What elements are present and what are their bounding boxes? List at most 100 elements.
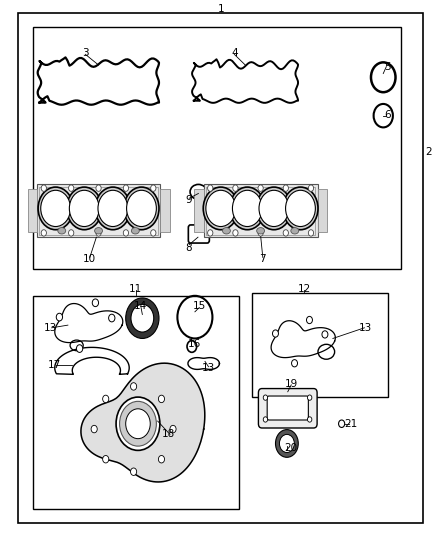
Bar <box>39 187 158 235</box>
Circle shape <box>233 185 238 191</box>
Bar <box>160 189 170 232</box>
Circle shape <box>259 190 289 227</box>
Text: 13: 13 <box>201 363 215 373</box>
Circle shape <box>203 187 238 230</box>
Circle shape <box>151 230 156 236</box>
Circle shape <box>292 360 297 367</box>
Circle shape <box>68 230 74 236</box>
Circle shape <box>102 395 109 402</box>
Bar <box>252 293 388 397</box>
Text: 1: 1 <box>218 4 225 14</box>
Circle shape <box>77 345 83 352</box>
Circle shape <box>124 185 129 191</box>
Circle shape <box>124 230 129 236</box>
Text: 10: 10 <box>83 254 96 263</box>
Circle shape <box>67 187 102 230</box>
Text: 3: 3 <box>82 49 89 58</box>
Text: 16: 16 <box>188 339 201 349</box>
Circle shape <box>283 185 288 191</box>
Ellipse shape <box>95 228 102 234</box>
Circle shape <box>126 298 159 338</box>
Circle shape <box>91 425 97 433</box>
Circle shape <box>279 434 294 453</box>
Circle shape <box>276 430 298 457</box>
Circle shape <box>263 417 268 422</box>
Circle shape <box>256 187 291 230</box>
Ellipse shape <box>257 228 265 234</box>
Circle shape <box>126 409 150 439</box>
Circle shape <box>41 185 46 191</box>
Circle shape <box>230 187 265 230</box>
Circle shape <box>307 317 312 324</box>
Ellipse shape <box>291 228 299 234</box>
Circle shape <box>206 190 236 227</box>
Circle shape <box>109 314 115 322</box>
Text: 21: 21 <box>344 419 357 429</box>
Circle shape <box>258 230 263 236</box>
FancyBboxPatch shape <box>267 396 308 420</box>
Text: 8: 8 <box>185 243 192 253</box>
Circle shape <box>307 417 312 422</box>
Circle shape <box>124 187 159 230</box>
Circle shape <box>131 468 137 475</box>
Text: 18: 18 <box>162 430 175 439</box>
Circle shape <box>69 190 99 227</box>
Ellipse shape <box>58 228 66 234</box>
Circle shape <box>272 330 279 337</box>
Circle shape <box>41 190 71 227</box>
Circle shape <box>258 185 263 191</box>
Text: 9: 9 <box>185 195 192 205</box>
Circle shape <box>159 456 165 463</box>
Circle shape <box>102 456 109 463</box>
Circle shape <box>233 190 262 227</box>
Bar <box>37 184 160 237</box>
Circle shape <box>283 230 288 236</box>
Circle shape <box>131 304 154 332</box>
Circle shape <box>120 401 156 446</box>
Text: 12: 12 <box>298 284 311 294</box>
Circle shape <box>170 425 176 433</box>
Bar <box>204 184 318 237</box>
Circle shape <box>308 185 314 191</box>
Circle shape <box>116 397 160 450</box>
Circle shape <box>233 230 238 236</box>
Circle shape <box>98 190 128 227</box>
Circle shape <box>68 185 74 191</box>
Circle shape <box>263 395 268 400</box>
Circle shape <box>283 187 318 230</box>
Text: 5: 5 <box>384 62 391 71</box>
Ellipse shape <box>131 228 139 234</box>
Text: 19: 19 <box>285 379 298 389</box>
Polygon shape <box>81 363 205 482</box>
Circle shape <box>56 313 63 321</box>
Circle shape <box>127 190 156 227</box>
Circle shape <box>131 383 137 390</box>
Bar <box>33 27 401 269</box>
Text: 20: 20 <box>285 443 298 453</box>
Circle shape <box>286 190 315 227</box>
Text: 4: 4 <box>231 49 238 58</box>
Circle shape <box>208 230 213 236</box>
Text: 7: 7 <box>259 254 266 263</box>
Circle shape <box>308 230 314 236</box>
Text: 2: 2 <box>425 147 432 157</box>
Ellipse shape <box>223 228 230 234</box>
Text: 6: 6 <box>384 110 391 119</box>
Text: 15: 15 <box>193 302 206 311</box>
Circle shape <box>41 230 46 236</box>
Circle shape <box>92 299 99 306</box>
Text: 14: 14 <box>134 302 147 311</box>
Circle shape <box>159 395 165 402</box>
Circle shape <box>307 395 312 400</box>
Circle shape <box>151 185 156 191</box>
Circle shape <box>322 331 328 338</box>
Text: 13: 13 <box>44 323 57 333</box>
Circle shape <box>96 230 101 236</box>
Circle shape <box>96 185 101 191</box>
Bar <box>206 187 315 235</box>
Text: 17: 17 <box>48 360 61 370</box>
Bar <box>318 189 327 232</box>
FancyBboxPatch shape <box>258 389 317 428</box>
Text: 13: 13 <box>359 323 372 333</box>
Circle shape <box>95 187 131 230</box>
